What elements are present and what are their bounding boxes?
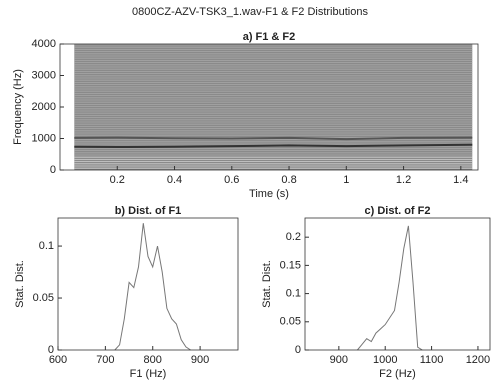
y-tick-label: 0.2: [286, 231, 301, 243]
x-tick-label: 1.4: [453, 174, 468, 186]
y-tick-label: 0.1: [39, 240, 54, 252]
y-tick-label: 3000: [32, 69, 56, 81]
axes-frame: [304, 217, 491, 351]
y-axis-label: Stat. Dist.: [14, 260, 26, 308]
y-tick-label: 4000: [32, 38, 56, 50]
plot-area: [305, 218, 490, 350]
x-tick-label: 900: [330, 354, 348, 366]
x-tick-label: 1200: [466, 354, 490, 366]
x-tick-label: 900: [191, 354, 209, 366]
y-tick-label: 2000: [32, 101, 56, 113]
x-tick-label: 1.2: [396, 174, 411, 186]
x-tick-label: 600: [49, 354, 67, 366]
figure-title: 0800CZ-AZV-TSK3_1.wav-F1 & F2 Distributi…: [132, 6, 368, 18]
series-line: [74, 143, 473, 149]
x-tick-label: 1100: [420, 354, 444, 366]
axes-frame: [57, 217, 239, 351]
y-tick-label: 1000: [32, 132, 56, 144]
x-tick-label: 0.4: [167, 174, 182, 186]
y-axis-label: Frequency (Hz): [12, 69, 24, 145]
y-tick-label: 0.05: [280, 316, 301, 328]
y-tick-label: 0: [48, 344, 54, 356]
axes-title: b) Dist. of F1: [115, 205, 182, 217]
series-line: [357, 225, 423, 351]
x-tick-label: 700: [96, 354, 114, 366]
axes-title: a) F1 & F2: [243, 31, 296, 43]
x-tick-label: 800: [144, 354, 162, 366]
x-tick-label: 1000: [373, 354, 397, 366]
x-tick-label: 0.6: [224, 174, 239, 186]
x-tick-label: 1: [343, 174, 349, 186]
series-line: [114, 223, 191, 351]
x-tick-label: 0.2: [110, 174, 125, 186]
x-axis-label: F2 (Hz): [379, 368, 416, 380]
plot-area: [58, 218, 238, 350]
series-line: [74, 136, 473, 141]
y-tick-label: 0: [295, 344, 301, 356]
x-axis-label: F1 (Hz): [130, 368, 167, 380]
y-tick-label: 0: [50, 164, 56, 176]
y-tick-label: 0.15: [280, 259, 301, 271]
x-axis-label: Time (s): [249, 188, 289, 200]
axes-title: c) Dist. of F2: [364, 205, 430, 217]
x-tick-label: 0.8: [281, 174, 296, 186]
y-axis-label: Stat. Dist.: [261, 260, 273, 308]
y-tick-label: 0.1: [286, 287, 301, 299]
y-tick-label: 0.05: [33, 292, 54, 304]
